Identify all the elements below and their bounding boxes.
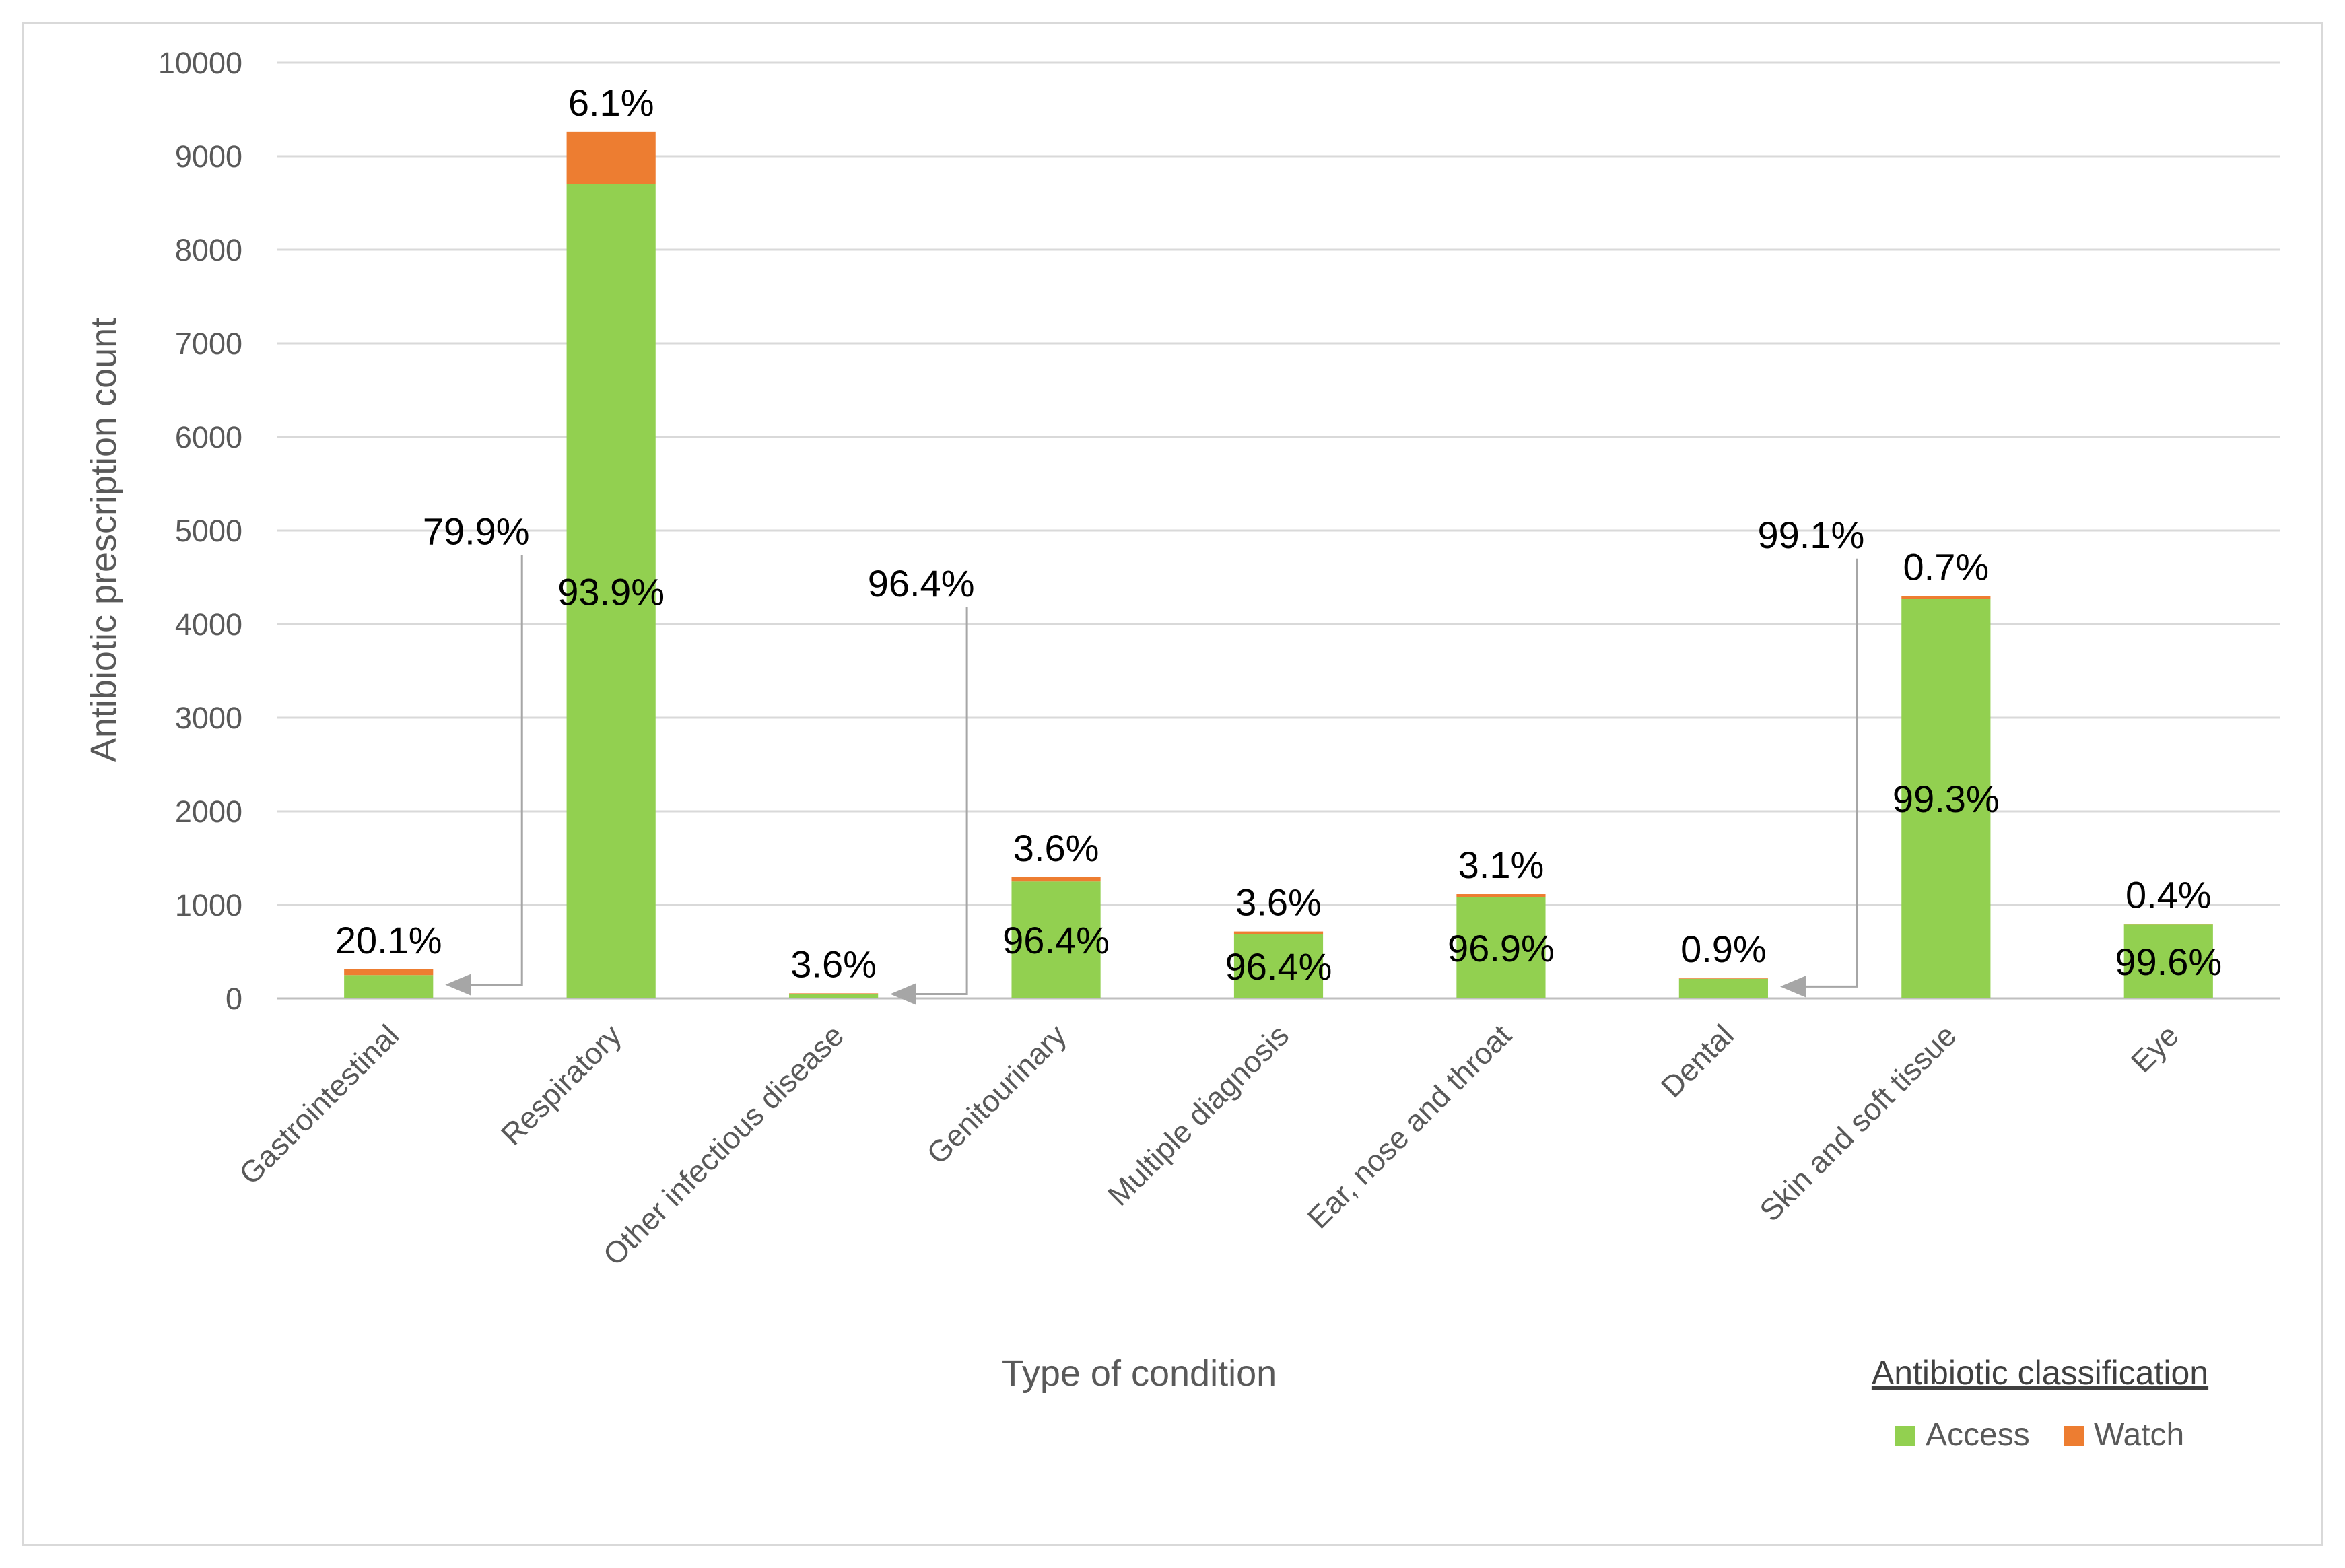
data-label-watch: 0.9% [1680,928,1767,970]
leader-line [1802,558,1858,988]
data-label-watch: 6.1% [568,81,654,124]
legend-label-watch: Watch [2094,1417,2184,1453]
bar-watch [1011,877,1101,882]
bar-access [566,184,656,999]
y-tick-label: 3000 [175,701,242,735]
y-tick-label: 0 [226,982,242,1016]
legend: Antibiotic classification Access Watch [1872,1354,2208,1453]
y-tick-label: 1000 [175,888,242,922]
data-label-access: 96.4% [868,562,975,605]
data-label-watch: 0.7% [1903,545,1990,588]
leader-line [913,607,968,996]
x-axis-title: Type of condition [1002,1353,1277,1394]
data-label-access: 99.6% [2115,941,2222,983]
x-tick-label: Gastrointestinal [232,1018,405,1191]
legend-title: Antibiotic classification [1872,1354,2208,1392]
y-tick-label: 5000 [175,514,242,548]
bar-access [789,994,879,998]
x-tick-label: Skin and soft tissue [1753,1018,1963,1228]
leader-lines [445,555,1858,1005]
data-label-access: 93.9% [557,570,665,613]
bar-watch [1456,894,1546,897]
bar-access [1233,934,1324,998]
leader-line [468,555,523,986]
legend-swatch-watch [2064,1426,2084,1446]
leader-arrowhead [890,983,916,1005]
bar-access [344,975,434,998]
y-tick-label: 8000 [175,233,242,267]
x-tick-label: Genitourinary [920,1018,1073,1171]
y-axis-title: Antibiotic prescription count [83,318,124,762]
x-tick-label: Dental [1654,1018,1740,1104]
bar-watch [344,969,434,976]
data-labels: 20.1% 79.9% 6.1% 93.9% 3.6% 96.4% 3.6% 96.4% 3.6… [335,81,2222,988]
bar-watch [1678,978,1768,979]
bar-watch [789,993,879,994]
leader-arrowhead [445,974,471,996]
data-label-access: 96.4% [1225,945,1332,988]
bar-access [1901,599,1991,998]
x-tick-label: Multiple diagnosis [1101,1018,1295,1213]
bars [344,131,2213,999]
bar-watch [1901,596,1991,599]
legend-label-access: Access [1926,1417,2030,1453]
x-tick-label: Respiratory [494,1018,628,1152]
legend-swatch-access [1895,1426,1915,1446]
x-tick-label: Other infectious disease [597,1018,850,1272]
bar-access [1678,978,1768,998]
data-label-access: 99.3% [1893,778,2000,820]
data-label-watch: 3.6% [1013,827,1099,869]
y-tick-label: 4000 [175,607,242,642]
bar-watch [566,131,656,184]
bar-access [1011,881,1101,998]
y-tick-label: 9000 [175,139,242,174]
data-label-watch: 3.6% [790,943,877,985]
data-label-access: 96.9% [1448,927,1555,969]
x-tick-label: Ear, nose and throat [1301,1018,1518,1235]
bar-watch [1233,931,1324,934]
y-tick-label: 2000 [175,794,242,829]
data-label-watch: 3.1% [1458,844,1544,886]
y-tick-label: 7000 [175,327,242,361]
bar-access [1456,897,1546,998]
bar-access [2123,924,2213,998]
data-label-access: 79.9% [423,510,530,552]
y-tick-labels: 0 1000 2000 3000 4000 5000 6000 7000 8000 9000 100… [158,46,242,1016]
data-label-access: 99.1% [1757,514,1864,556]
data-label-access: 96.4% [1002,919,1110,961]
data-label-watch: 20.1% [335,919,442,961]
y-tick-label: 10000 [158,46,242,80]
data-label-watch: 0.4% [2126,873,2212,916]
leader-arrowhead [1779,976,1806,998]
y-tick-label: 6000 [175,420,242,454]
data-label-watch: 3.6% [1235,881,1322,924]
x-tick-label: Eye [2124,1018,2185,1079]
